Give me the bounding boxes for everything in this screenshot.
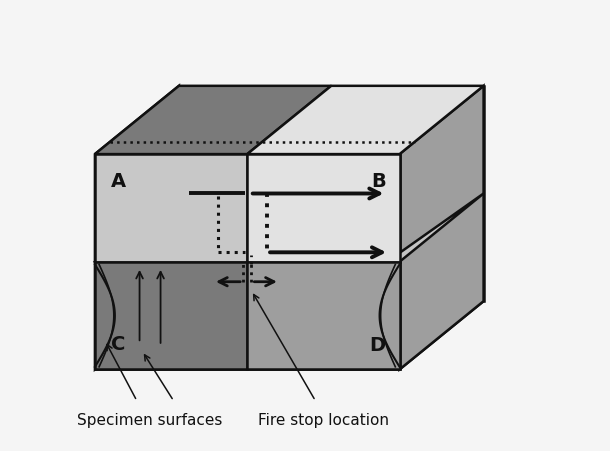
Polygon shape [247, 155, 400, 262]
Text: D: D [370, 335, 386, 354]
Text: C: C [112, 334, 126, 353]
Text: A: A [111, 171, 126, 190]
Polygon shape [400, 87, 484, 370]
Polygon shape [95, 262, 247, 370]
Polygon shape [247, 87, 484, 155]
Text: Specimen surfaces: Specimen surfaces [77, 412, 223, 427]
Text: B: B [371, 171, 386, 190]
Polygon shape [179, 87, 331, 301]
Polygon shape [95, 87, 179, 370]
Polygon shape [247, 262, 400, 370]
Polygon shape [95, 262, 247, 370]
Polygon shape [95, 155, 247, 262]
Polygon shape [95, 301, 484, 370]
Polygon shape [95, 155, 247, 262]
Polygon shape [247, 155, 400, 262]
Text: Fire stop location: Fire stop location [258, 412, 389, 427]
Polygon shape [247, 194, 484, 370]
Polygon shape [95, 194, 331, 370]
Polygon shape [247, 262, 400, 370]
Polygon shape [95, 87, 331, 155]
Polygon shape [331, 87, 484, 301]
